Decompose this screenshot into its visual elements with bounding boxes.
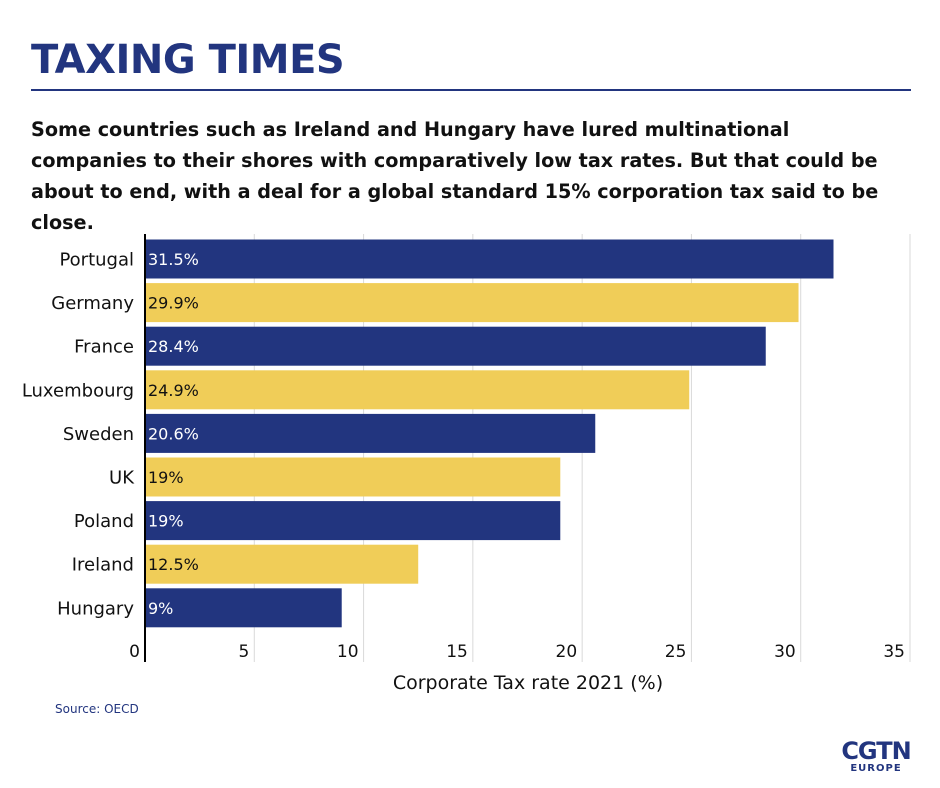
x-axis-title: Corporate Tax rate 2021 (%)	[393, 672, 663, 694]
bar-poland	[145, 501, 561, 541]
value-label: 24.9%	[148, 381, 199, 400]
source-note: Source: OECD	[55, 702, 139, 716]
bar-uk	[145, 457, 561, 497]
bar-germany	[145, 283, 799, 323]
bar-portugal	[145, 239, 834, 279]
bar-ireland	[145, 544, 419, 584]
bar-france	[145, 326, 766, 366]
logo-wordmark: CGTN	[841, 737, 911, 765]
x-tick-label: 5	[238, 642, 249, 662]
value-label: 31.5%	[148, 250, 199, 269]
x-tick-label: 20	[556, 642, 578, 662]
logo-region: EUROPE	[850, 763, 902, 774]
value-label: 29.9%	[148, 294, 199, 313]
value-label: 12.5%	[148, 555, 199, 574]
x-tick-label: 35	[883, 642, 905, 662]
value-label: 20.6%	[148, 424, 199, 443]
cgtn-europe-logo: CGTN EUROPE	[840, 738, 912, 774]
axes: 0 5 10 15 20 25 30 35 Portugal Germany France Luxem…	[22, 234, 905, 662]
category-label: Germany	[51, 293, 134, 314]
category-label: Sweden	[63, 424, 134, 445]
x-tick-label: 25	[665, 642, 687, 662]
category-label: Luxembourg	[22, 380, 134, 401]
category-label: France	[74, 337, 134, 358]
bar-luxembourg	[145, 370, 690, 410]
category-label: Portugal	[59, 250, 134, 271]
x-tick-label: 10	[337, 642, 359, 662]
bar-hungary	[145, 588, 342, 628]
value-label: 19%	[148, 512, 184, 531]
x-tick-label: 0	[129, 642, 140, 662]
value-label: 9%	[148, 599, 173, 618]
value-label: 19%	[148, 468, 184, 487]
x-tick-label: 15	[446, 642, 468, 662]
value-label: 28.4%	[148, 337, 199, 356]
category-label: UK	[109, 468, 135, 489]
bars: 31.5% 29.9% 28.4% 24.9% 20.6% 19% 19% 12.5% 9%	[145, 239, 834, 628]
chart-subtitle: Some countries such as Ireland and Hunga…	[31, 118, 879, 234]
bar-chart: 31.5% 29.9% 28.4% 24.9% 20.6% 19% 19% 12.5% 9% 0…	[22, 234, 911, 694]
chart-title: TAXING TIMES	[31, 37, 345, 83]
category-label: Poland	[74, 511, 134, 532]
x-tick-label: 30	[774, 642, 796, 662]
bar-sweden	[145, 413, 596, 453]
category-label: Ireland	[72, 555, 134, 576]
title-divider	[31, 89, 911, 91]
category-label: Hungary	[57, 598, 134, 619]
